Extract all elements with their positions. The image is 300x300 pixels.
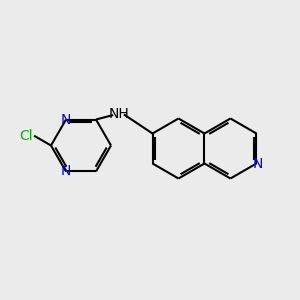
Text: N: N [61,164,71,178]
Text: NH: NH [108,106,129,121]
Text: Cl: Cl [19,129,33,143]
Text: N: N [253,157,263,170]
Text: N: N [61,112,71,127]
